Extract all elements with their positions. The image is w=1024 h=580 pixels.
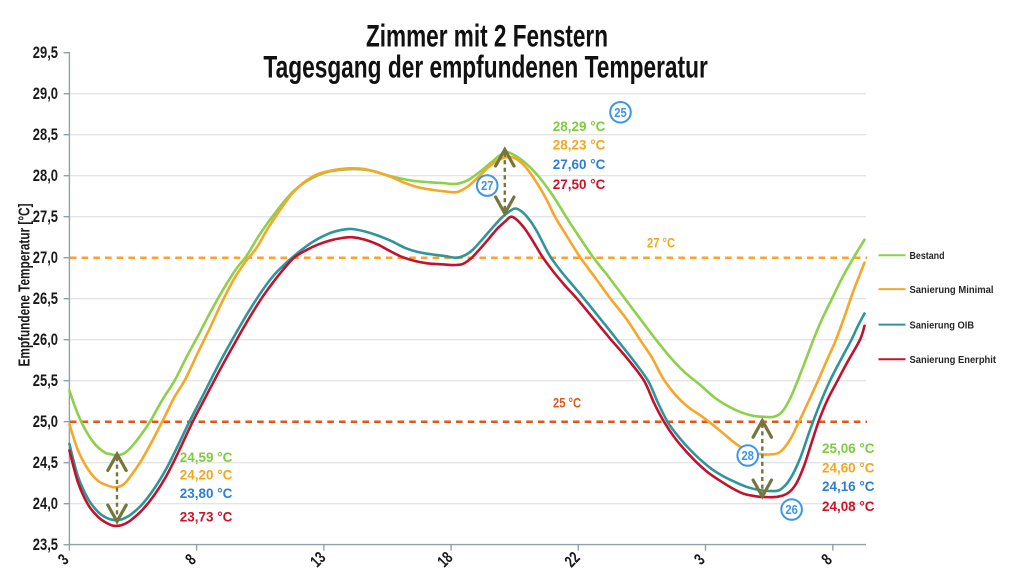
svg-text:24,59 °C: 24,59 °C	[180, 450, 233, 465]
svg-text:Zimmer mit 2 Fenstern: Zimmer mit 2 Fenstern	[366, 18, 608, 54]
svg-text:27: 27	[481, 178, 494, 193]
svg-text:24,08 °C: 24,08 °C	[822, 499, 875, 514]
svg-text:24,0: 24,0	[33, 494, 58, 513]
svg-text:28,5: 28,5	[33, 125, 58, 144]
svg-text:27,60 °C: 27,60 °C	[553, 157, 606, 172]
svg-text:25,5: 25,5	[33, 371, 58, 390]
svg-text:Empfundene Temperatur [°C]: Empfundene Temperatur [°C]	[17, 204, 34, 367]
svg-text:Sanierung OIB: Sanierung OIB	[910, 319, 975, 331]
svg-text:25,0: 25,0	[33, 412, 58, 431]
svg-text:27,50 °C: 27,50 °C	[553, 177, 606, 192]
svg-text:25,06 °C: 25,06 °C	[822, 441, 875, 456]
svg-text:23,5: 23,5	[33, 535, 58, 554]
svg-text:28,29 °C: 28,29 °C	[553, 119, 606, 134]
svg-text:29,5: 29,5	[33, 43, 58, 62]
svg-text:23,80 °C: 23,80 °C	[180, 486, 233, 501]
svg-text:24,5: 24,5	[33, 453, 58, 472]
svg-text:24,20 °C: 24,20 °C	[180, 468, 233, 483]
svg-text:28,0: 28,0	[33, 166, 58, 185]
svg-text:25 °C: 25 °C	[553, 396, 581, 411]
svg-text:27,0: 27,0	[33, 248, 58, 267]
svg-text:25: 25	[614, 105, 627, 120]
svg-text:27 °C: 27 °C	[647, 236, 675, 251]
svg-text:26,5: 26,5	[33, 289, 58, 308]
svg-text:29,0: 29,0	[33, 84, 58, 103]
svg-text:Sanierung Minimal: Sanierung Minimal	[910, 284, 994, 296]
svg-text:26: 26	[785, 502, 798, 517]
svg-text:24,16 °C: 24,16 °C	[822, 479, 875, 494]
svg-text:26,0: 26,0	[33, 330, 58, 349]
svg-text:24,60 °C: 24,60 °C	[822, 460, 875, 475]
svg-text:28: 28	[741, 448, 754, 463]
svg-text:23,73 °C: 23,73 °C	[180, 509, 233, 524]
svg-text:Tagesgang der empfundenen Temp: Tagesgang der empfundenen Temperatur	[263, 49, 707, 85]
svg-text:Bestand: Bestand	[910, 250, 945, 262]
svg-text:Sanierung Enerphit: Sanierung Enerphit	[910, 354, 997, 366]
svg-text:27,5: 27,5	[33, 207, 58, 226]
svg-text:28,23 °C: 28,23 °C	[553, 138, 606, 153]
